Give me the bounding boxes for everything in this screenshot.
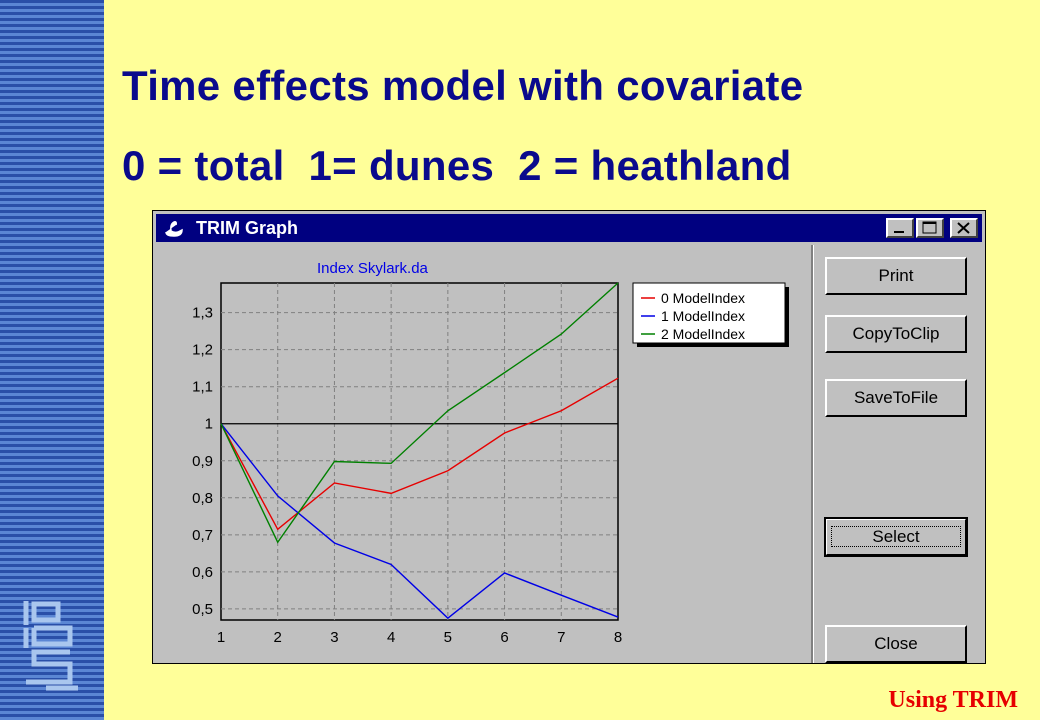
window-title: TRIM Graph	[196, 218, 298, 238]
maximize-icon	[922, 221, 937, 234]
legend-label-2: 2 ModelIndex	[661, 326, 745, 342]
series-line-0	[220, 377, 619, 531]
x-tick-label: 1	[217, 629, 225, 646]
close-icon	[957, 222, 970, 234]
x-tick-label: 5	[444, 629, 452, 646]
y-tick-label: 0,9	[192, 453, 213, 470]
plot-frame	[220, 282, 619, 621]
select-button-label: Select	[831, 526, 961, 547]
x-tick-label: 6	[500, 629, 508, 646]
y-tick-label: 0,5	[192, 601, 213, 618]
legend-box	[632, 282, 786, 344]
y-tick-label: 1,1	[192, 379, 213, 396]
footer-text: Using TRIM	[888, 687, 1018, 713]
x-tick-label: 7	[557, 629, 565, 646]
x-tick-label: 4	[387, 629, 395, 646]
slide-title-line2: 0 = total 1= dunes 2 = heathland	[122, 142, 792, 189]
x-tick-label: 3	[330, 629, 338, 646]
series-line-2	[220, 282, 619, 544]
minimize-icon	[894, 231, 904, 233]
x-tick-label: 2	[274, 629, 282, 646]
minimize-button[interactable]	[886, 218, 914, 238]
y-tick-label: 1	[205, 416, 213, 433]
series-line-1	[220, 423, 619, 620]
y-tick-label: 1,2	[192, 342, 213, 359]
y-tick-label: 1,3	[192, 305, 213, 322]
save-to-file-button[interactable]: SaveToFile	[825, 379, 967, 417]
panel-divider	[811, 245, 814, 663]
y-tick-label: 0,6	[192, 564, 213, 581]
window-titlebar[interactable]: TRIM Graph	[156, 214, 982, 242]
y-tick-label: 0,8	[192, 490, 213, 507]
legend-label-1: 1 ModelIndex	[661, 308, 745, 324]
close-button[interactable]: Close	[825, 625, 967, 663]
legend-label-0: 0 ModelIndex	[661, 290, 745, 306]
slide-title-line1: Time effects model with covariate	[122, 62, 804, 109]
x-tick-label: 8	[614, 629, 622, 646]
swan-app-icon	[165, 221, 183, 237]
decorative-stripe-bar	[0, 0, 104, 720]
print-button[interactable]: Print	[825, 257, 967, 295]
index-line-chart: 0,5 0,6 0,7 0,8 0,9 1 1,1 1,2 1,3 1 2 3 4 5 6 7 8 Index S…	[192, 260, 789, 646]
maximize-button[interactable]	[916, 218, 944, 238]
select-button[interactable]: Select	[824, 517, 968, 557]
copy-to-clip-button[interactable]: CopyToClip	[825, 315, 967, 353]
trim-graph-window: TRIM Graph 0,5 0,6 0,7 0,8 0,9 1 1,1 1,2 1,3 1 2 3 4…	[152, 210, 986, 664]
chart-title: Index Skylark.da	[317, 260, 429, 277]
cbs-logo-icon	[23, 601, 78, 691]
y-tick-label: 0,7	[192, 527, 213, 544]
close-window-button[interactable]	[950, 218, 978, 238]
